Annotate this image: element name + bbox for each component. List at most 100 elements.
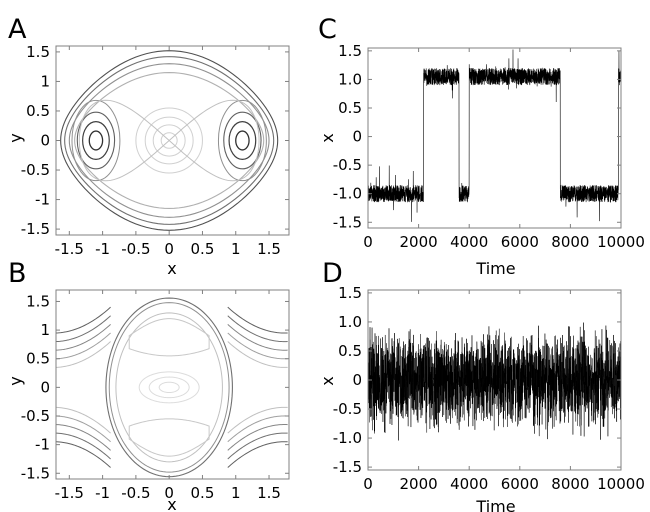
panel-a-contours [60,50,279,231]
panel-b-contour-branch [227,406,288,434]
panel-a-ytick-label: -1.5 [21,220,50,238]
panel-a-xtick-label: -0.5 [121,240,150,258]
panel-a-contour-right-3 [223,111,262,170]
panel-a-contour-outer-2 [64,56,275,225]
panel-d-ytick-label: -1.5 [333,458,362,476]
panel-b-frame [55,289,290,480]
panel-b-contour-center-outer-3 [115,312,223,463]
panel-b-x-ticks: -1.5 -1 -0.5 0 0.5 1 1.5 [55,290,281,502]
panel-b-contour-branch [227,415,288,443]
panel-b-contour-branch [227,432,288,460]
panel-d-time-series: 1.5 1.0 0.5 0 -0.5 -1.0 -1.5 0 2000 4000 6000 8000… [318,284,645,512]
panel-d-x-label: Time [475,497,515,512]
panel-d-ytick-label: 0.5 [338,342,362,360]
panel-a-xtick-label: 1.5 [257,240,281,258]
panel-letter-c: C [318,14,337,45]
panel-b-contour-branch [55,341,111,368]
panel-c-ytick-label: -0.5 [333,156,362,174]
panel-c-xtick-label: 8000 [551,233,589,251]
panel-a-contour-left-2 [82,120,110,160]
panel-d-xtick-label: 2000 [400,475,438,493]
panel-c-time-series: 1.5 1.0 0.5 0 -0.5 -1.0 -1.5 0 2000 4000 6000 8000… [318,42,645,278]
panel-b-contour-center-outer-2 [108,302,230,473]
panel-a-xtick-label: 0 [164,240,174,258]
panel-a-ytick-label: 1 [40,72,50,90]
panel-a-xtick-label: -1 [95,240,110,258]
panel-b-contour-branch [55,332,111,360]
panel-a-phase-portrait: 1.510.50-0.5-1-1.5 -1.5 -1 -0.5 0 0.5 1 1.5 x … [6,43,290,278]
panel-a-contour-right-4 [217,99,267,182]
panel-b-ytick-label: 1.5 [26,292,50,310]
panel-d-ytick-label: -1.0 [333,429,362,447]
panel-a-contour-center-0 [160,132,178,149]
panel-b-contour-branch [227,332,288,360]
panel-b-xtick-label: -1.5 [55,484,84,502]
panel-b-contour-center-inner-0 [158,381,180,394]
panel-b-xtick-label: 0 [164,484,174,502]
panel-b-ytick-label: -0.5 [21,407,50,425]
panel-c-xtick-label: 0 [363,233,373,251]
panel-letter-a: A [8,14,27,45]
panel-b-y-ticks: 1.5 1 0.5 0 -0.5 -1 -1.5 [21,292,289,482]
panel-a-x-label: x [167,259,176,278]
panel-b-phase-portrait: 1.510.50-0.5-1-1.5 -1.5 -1 -0.5 0 0.5 1 1.5 x … [6,289,290,512]
panel-b-ytick-label: -1 [35,436,50,454]
panel-a-contour-center-1 [152,124,186,157]
panel-b-contour-branch [55,424,111,451]
panel-d-x-ticks: 0 2000 4000 6000 8000 10000 [363,290,645,493]
panel-c-xtick-label: 4000 [450,233,488,251]
panel-b-contour-crescent-top [128,318,210,357]
panel-a-contour-center-2 [144,116,194,165]
panel-c-series-line [367,49,622,222]
panel-c-x-label: Time [475,259,515,278]
panel-b-xtick-label: 1 [231,484,241,502]
panel-a-ytick-label: 0.5 [26,102,50,120]
panel-b-xtick-label: -0.5 [121,484,150,502]
panel-c-trace [367,49,622,222]
panel-b-contour-branch [227,424,288,451]
panel-c-ytick-label: 1.5 [338,42,362,60]
panel-a-ytick-label: 0 [40,132,50,150]
panel-c-xtick-label: 6000 [501,233,539,251]
panel-b-xtick-label: -1 [95,484,110,502]
panel-a-xtick-label: 1 [231,240,241,258]
panel-c-y-ticks: 1.5 1.0 0.5 0 -0.5 -1.0 -1.5 [333,42,621,231]
panel-a-y-label: y [6,133,25,142]
panel-a-contour-center-3 [135,107,203,174]
panel-b-contour-branch [55,415,111,443]
panel-b-x-label: x [167,495,176,512]
panel-b-contour-center-inner-2 [138,371,200,404]
panel-d-ytick-label: 1.0 [338,313,362,331]
panel-c-frame [367,47,622,229]
panel-b-contour-branch [227,315,288,343]
panel-letter-b: B [8,258,27,289]
panel-b-contour-branch [227,341,288,368]
panel-a-contour-left-3 [76,111,116,170]
panel-d-series-line [367,322,622,441]
panel-a-contour-left-1 [88,130,104,151]
panel-a-xtick-label: -1.5 [55,240,84,258]
panel-b-contour-branch [227,323,288,351]
panel-b-xtick-label: 0.5 [191,484,215,502]
panel-c-xtick-label: 10000 [597,233,645,251]
panel-a-ytick-label: 1.5 [26,43,50,61]
panel-b-contour-branch [55,406,111,434]
panel-a-x-ticks: -1.5 -1 -0.5 0 0.5 1 1.5 [55,46,281,258]
panel-b-ytick-label: 1 [40,321,50,339]
panel-b-contour-center-inner-1 [148,376,190,399]
panel-d-ytick-label: 1.5 [338,284,362,302]
panel-d-trace [367,322,622,441]
panel-a-y-ticks: 1.5 1 0.5 0 -0.5 -1 -1.5 [21,43,289,238]
panel-a-ytick-label: -1 [35,191,50,209]
panel-d-xtick-label: 6000 [501,475,539,493]
panel-b-contour-branch [55,441,111,468]
panel-a-contour-outer-4 [74,72,265,209]
panel-a-frame [55,45,290,236]
panel-b-contour-crescent-bottom [128,418,210,457]
panel-c-ytick-label: 0 [352,128,362,146]
panel-d-xtick-label: 0 [363,475,373,493]
panel-b-ytick-label: -1.5 [21,464,50,482]
panel-c-y-label: x [318,133,337,142]
panel-a-ytick-label: -0.5 [21,161,50,179]
